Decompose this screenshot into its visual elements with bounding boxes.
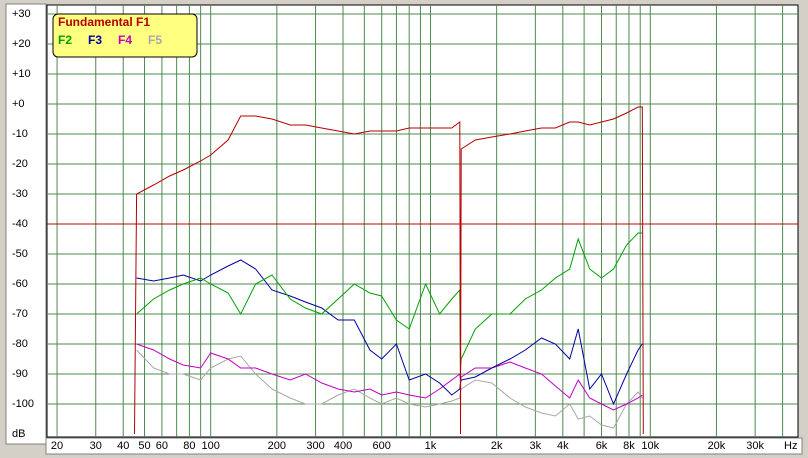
plot-area [46,4,799,438]
x-tick-label: 20k [708,440,726,452]
series-line [134,106,644,435]
y-tick-label: -100 [12,398,34,410]
x-axis-label: Hz [784,440,797,452]
legend-entry: F4 [118,33,132,47]
x-tick-label: 100 [202,440,220,452]
x-tick-label: 50 [138,440,150,452]
y-axis-label: dB [12,428,25,440]
y-tick-label: -40 [12,218,28,230]
x-tick-label: 20 [51,440,63,452]
x-axis-strip [45,437,803,455]
x-tick-label: 60 [156,440,168,452]
x-tick-label: 80 [183,440,195,452]
series-line [136,259,643,406]
x-tick-label: 40 [117,440,129,452]
legend: Fundamental F1 F2 F3 F4 F5 [52,13,198,58]
series-line [136,349,643,429]
y-tick-label: -70 [12,308,28,320]
series-line [136,232,643,369]
x-tick-label: 2k [491,440,503,452]
x-tick-label: 400 [334,440,352,452]
x-tick-label: 30 [90,440,102,452]
y-tick-label: -80 [12,338,28,350]
y-axis-strip [5,3,47,445]
x-tick-label: 4k [557,440,569,452]
y-tick-label: +0 [12,98,25,110]
y-tick-label: +10 [12,68,31,80]
legend-entry: F2 [58,33,72,47]
lines [47,106,798,435]
legend-entry: Fundamental F1 [58,15,150,29]
legend-entry: F3 [88,33,102,47]
legend-box [52,13,198,58]
y-tick-label: -10 [12,128,28,140]
x-tick-label: 10k [641,440,659,452]
series-line [136,343,643,411]
x-tick-label: 30k [746,440,764,452]
y-tick-label: -30 [12,188,28,200]
y-tick-label: +30 [12,8,31,20]
x-tick-label: 300 [306,440,324,452]
y-tick-label: +20 [12,38,31,50]
x-tick-label: 6k [596,440,608,452]
x-tick-label: 1k [425,440,437,452]
y-tick-label: -60 [12,278,28,290]
y-tick-label: -50 [12,248,28,260]
x-tick-label: 600 [373,440,391,452]
x-tick-label: 200 [268,440,286,452]
x-tick-label: 8k [623,440,635,452]
x-tick-label: 3k [530,440,542,452]
y-tick-label: -20 [12,158,28,170]
y-tick-label: -90 [12,368,28,380]
legend-entry: F5 [148,33,162,47]
